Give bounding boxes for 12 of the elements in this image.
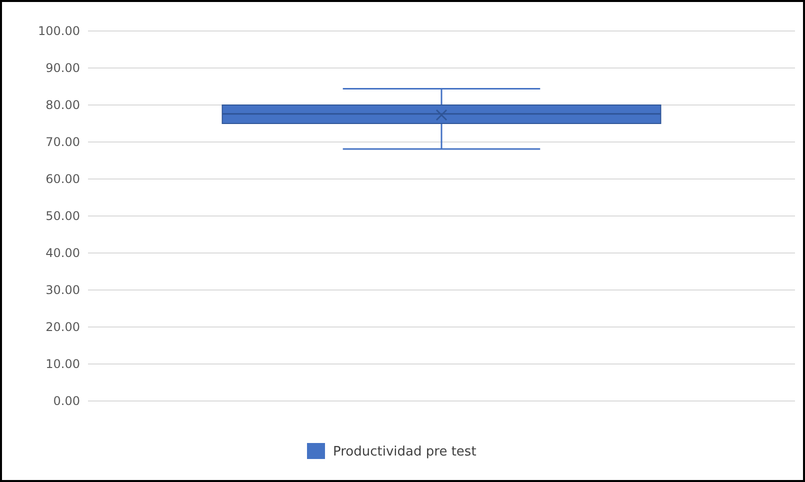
y-tick-label: 40.00 bbox=[46, 246, 80, 260]
y-tick-label: 60.00 bbox=[46, 172, 80, 186]
y-tick-label: 50.00 bbox=[46, 209, 80, 224]
y-tick-label: 90.00 bbox=[46, 61, 80, 76]
y-tick-label: 10.00 bbox=[46, 357, 80, 372]
y-tick-label: 70.00 bbox=[46, 135, 80, 150]
y-tick-label: 20.00 bbox=[46, 320, 80, 334]
y-tick-label: 30.00 bbox=[46, 283, 80, 298]
y-tick-label: 80.00 bbox=[46, 98, 80, 112]
legend-label: Productividad pre test bbox=[333, 444, 476, 460]
y-tick-label: 0.00 bbox=[53, 394, 80, 408]
y-tick-label: 100.00 bbox=[38, 24, 80, 38]
